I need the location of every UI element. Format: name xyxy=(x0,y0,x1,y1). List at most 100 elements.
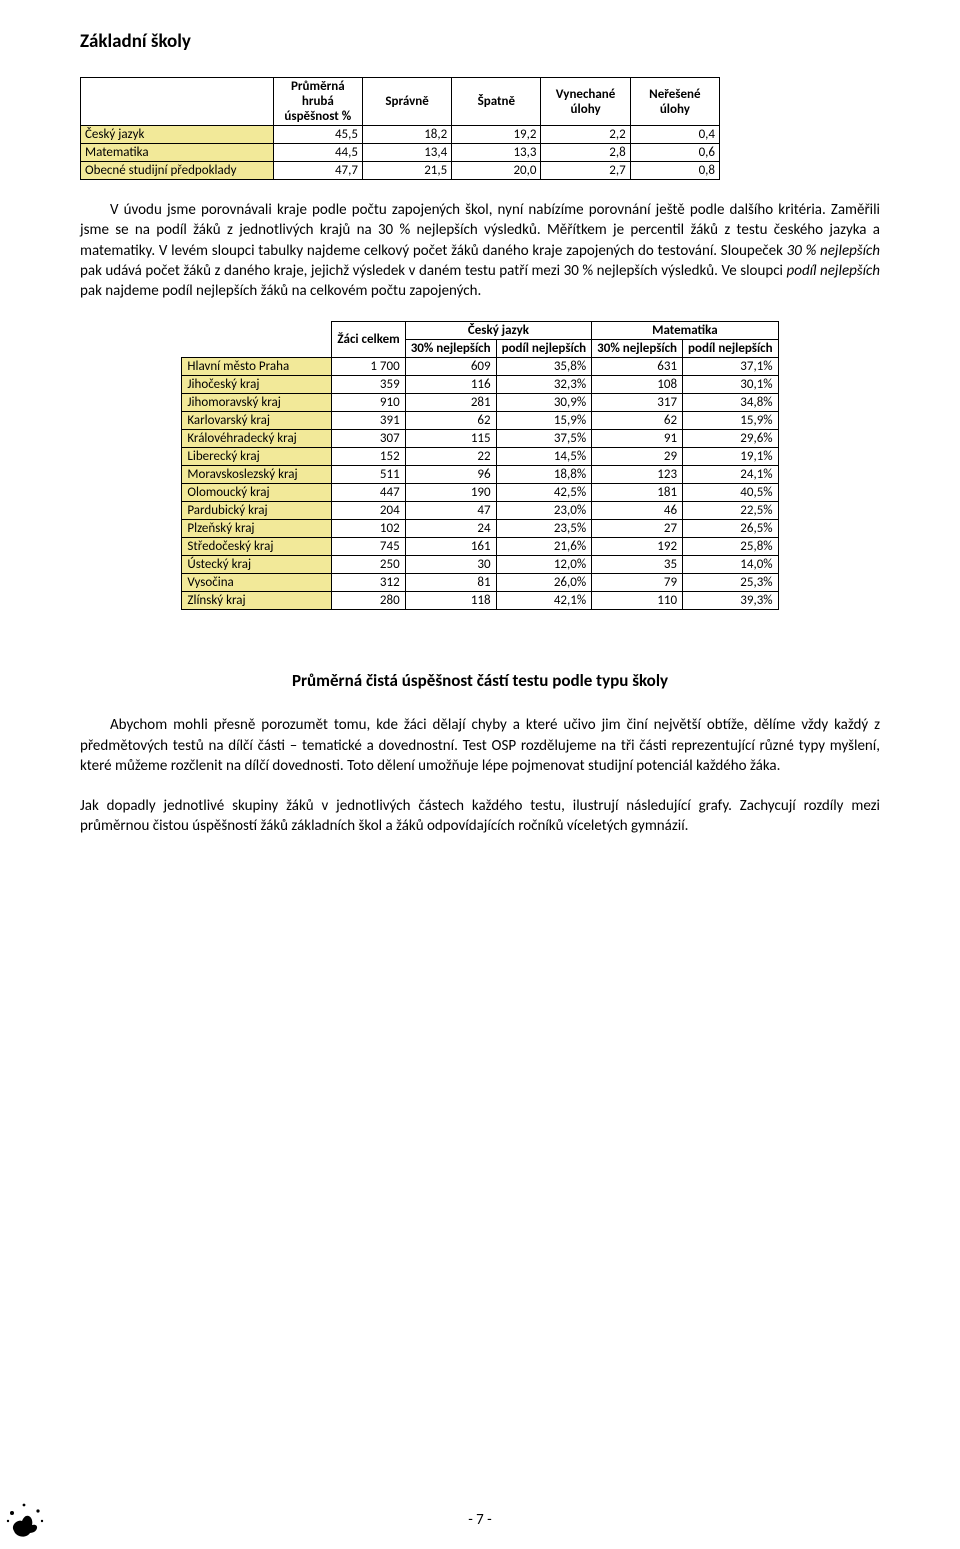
region-name: Jihomoravský kraj xyxy=(182,394,332,412)
cj-podil-value: 12,0% xyxy=(496,556,592,574)
region-name: Zlínský kraj xyxy=(182,592,332,610)
table2-head-zaci: Žáci celkem xyxy=(332,322,405,358)
zaci-value: 391 xyxy=(332,412,405,430)
mat-30-value: 35 xyxy=(592,556,683,574)
mat-30-value: 123 xyxy=(592,466,683,484)
mat-30-value: 91 xyxy=(592,430,683,448)
region-name: Liberecký kraj xyxy=(182,448,332,466)
cj-30-value: 161 xyxy=(405,538,496,556)
region-name: Vysočina xyxy=(182,574,332,592)
table-row: Liberecký kraj1522214,5%2919,1% xyxy=(182,448,778,466)
cj-30-value: 96 xyxy=(405,466,496,484)
row-label: Český jazyk xyxy=(81,126,274,144)
table1-col-header: Vynechané úlohy xyxy=(541,78,630,126)
cj-podil-value: 15,9% xyxy=(496,412,592,430)
cj-podil-value: 18,8% xyxy=(496,466,592,484)
paragraph-3: Jak dopadly jednotlivé skupiny žáků v je… xyxy=(80,796,880,837)
mat-podil-value: 19,1% xyxy=(683,448,779,466)
table2-subhead: 30% nejlepších xyxy=(592,340,683,358)
zaci-value: 447 xyxy=(332,484,405,502)
region-name: Ústecký kraj xyxy=(182,556,332,574)
mat-podil-value: 24,1% xyxy=(683,466,779,484)
cj-podil-value: 26,0% xyxy=(496,574,592,592)
mat-30-value: 631 xyxy=(592,358,683,376)
zaci-value: 250 xyxy=(332,556,405,574)
row-label: Matematika xyxy=(81,144,274,162)
zaci-value: 359 xyxy=(332,376,405,394)
table-row: Ústecký kraj2503012,0%3514,0% xyxy=(182,556,778,574)
region-name: Olomoucký kraj xyxy=(182,484,332,502)
para1-text: pak udává počet žáků z daného kraje, jej… xyxy=(80,262,787,280)
table2-corner xyxy=(182,322,332,358)
regions-table: Žáci celkem Český jazyk Matematika 30% n… xyxy=(181,321,778,610)
cj-30-value: 81 xyxy=(405,574,496,592)
cell-value: 45,5 xyxy=(273,126,362,144)
cj-30-value: 24 xyxy=(405,520,496,538)
cj-30-value: 115 xyxy=(405,430,496,448)
paragraph-1: V úvodu jsme porovnávali kraje podle poč… xyxy=(80,200,880,301)
cj-30-value: 118 xyxy=(405,592,496,610)
zaci-value: 1 700 xyxy=(332,358,405,376)
cj-30-value: 22 xyxy=(405,448,496,466)
cj-30-value: 47 xyxy=(405,502,496,520)
cj-podil-value: 30,9% xyxy=(496,394,592,412)
cell-value: 2,2 xyxy=(541,126,630,144)
table-row: Zlínský kraj28011842,1%11039,3% xyxy=(182,592,778,610)
cj-30-value: 281 xyxy=(405,394,496,412)
cell-value: 47,7 xyxy=(273,162,362,180)
table1-corner xyxy=(81,78,274,126)
table-row: Jihomoravský kraj91028130,9%31734,8% xyxy=(182,394,778,412)
mat-30-value: 181 xyxy=(592,484,683,502)
zaci-value: 511 xyxy=(332,466,405,484)
mat-podil-value: 25,8% xyxy=(683,538,779,556)
table-row: Plzeňský kraj1022423,5%2726,5% xyxy=(182,520,778,538)
mat-podil-value: 39,3% xyxy=(683,592,779,610)
mat-30-value: 62 xyxy=(592,412,683,430)
table2-head-cj: Český jazyk xyxy=(405,322,591,340)
region-name: Moravskoslezský kraj xyxy=(182,466,332,484)
cj-30-value: 116 xyxy=(405,376,496,394)
table1-col-header: Neřešené úlohy xyxy=(630,78,719,126)
para1-text: V úvodu jsme porovnávali kraje podle poč… xyxy=(80,201,880,260)
table-row: Olomoucký kraj44719042,5%18140,5% xyxy=(182,484,778,502)
table-row: Vysočina3128126,0%7925,3% xyxy=(182,574,778,592)
table-row: Středočeský kraj74516121,6%19225,8% xyxy=(182,538,778,556)
paragraph-2: Abychom mohli přesně porozumět tomu, kde… xyxy=(80,715,880,776)
section-subhead: Průměrná čistá úspěšnost částí testu pod… xyxy=(80,670,880,691)
cj-podil-value: 21,6% xyxy=(496,538,592,556)
mat-podil-value: 40,5% xyxy=(683,484,779,502)
table1-col-header: Špatně xyxy=(452,78,541,126)
table2-subhead: podíl nejlepších xyxy=(683,340,779,358)
mat-30-value: 27 xyxy=(592,520,683,538)
table2-subhead: 30% nejlepších xyxy=(405,340,496,358)
mat-podil-value: 22,5% xyxy=(683,502,779,520)
table-row: Český jazyk45,518,219,22,20,4 xyxy=(81,126,720,144)
mat-30-value: 46 xyxy=(592,502,683,520)
cell-value: 21,5 xyxy=(362,162,451,180)
cj-30-value: 30 xyxy=(405,556,496,574)
table-row: Hlavní město Praha1 70060935,8%63137,1% xyxy=(182,358,778,376)
cell-value: 0,4 xyxy=(630,126,719,144)
mat-podil-value: 14,0% xyxy=(683,556,779,574)
mat-podil-value: 30,1% xyxy=(683,376,779,394)
para1-italic: 30 % nejlepších xyxy=(787,242,880,260)
table-row: Matematika44,513,413,32,80,6 xyxy=(81,144,720,162)
table-row: Obecné studijní předpoklady47,721,520,02… xyxy=(81,162,720,180)
cell-value: 0,8 xyxy=(630,162,719,180)
table-row: Karlovarský kraj3916215,9%6215,9% xyxy=(182,412,778,430)
table-row: Jihočeský kraj35911632,3%10830,1% xyxy=(182,376,778,394)
mat-podil-value: 29,6% xyxy=(683,430,779,448)
table2-head-mat: Matematika xyxy=(592,322,778,340)
cell-value: 18,2 xyxy=(362,126,451,144)
region-name: Plzeňský kraj xyxy=(182,520,332,538)
table-row: Královéhradecký kraj30711537,5%9129,6% xyxy=(182,430,778,448)
mat-podil-value: 15,9% xyxy=(683,412,779,430)
region-name: Hlavní město Praha xyxy=(182,358,332,376)
cell-value: 0,6 xyxy=(630,144,719,162)
page-title: Základní školy xyxy=(80,30,880,53)
region-name: Pardubický kraj xyxy=(182,502,332,520)
zaci-value: 312 xyxy=(332,574,405,592)
cj-30-value: 190 xyxy=(405,484,496,502)
cj-podil-value: 42,1% xyxy=(496,592,592,610)
zaci-value: 102 xyxy=(332,520,405,538)
